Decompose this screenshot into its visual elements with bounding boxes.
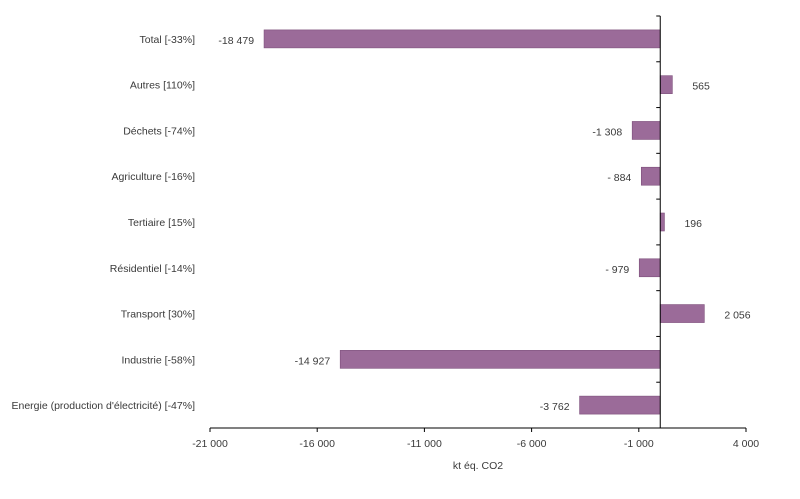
category-label: Total [-33%]: [140, 34, 196, 46]
x-axis-title: kt éq. CO2: [453, 460, 503, 472]
value-label: -1 308: [592, 126, 622, 138]
x-tick-label: 4 000: [733, 438, 759, 450]
bars-group: [263, 29, 705, 415]
value-label: -3 762: [540, 401, 570, 413]
bar: [579, 395, 661, 415]
category-label: Déchets [-74%]: [123, 125, 195, 137]
value-label: -18 479: [218, 35, 254, 47]
bar: [339, 350, 661, 369]
bar: [631, 121, 661, 140]
bar: [640, 166, 661, 186]
category-label: Tertiaire [15%]: [128, 217, 195, 229]
value-labels: -18 479 565 -1 308 - 884 196 - 979 2 056 -14 92…: [218, 35, 750, 413]
category-label: Industrie [-58%]: [121, 354, 195, 366]
category-label: Transport [30%]: [121, 309, 195, 321]
x-tick-label: -11 000: [407, 438, 442, 450]
bar: [638, 258, 661, 278]
value-label: 2 056: [724, 310, 750, 322]
value-label: - 979: [605, 264, 629, 276]
bar: [659, 304, 705, 323]
value-label: -14 927: [295, 355, 331, 367]
x-tick-label: -21 000: [192, 438, 228, 450]
zero-axis-ticks: [656, 15, 661, 429]
category-labels: Total [-33%] Autres [110%] Déchets [-74%] A…: [11, 34, 195, 412]
x-tick-labels: -21 000 -16 000 -11 000 -6 000 -1 000 4 000: [192, 438, 759, 450]
category-label: Autres [110%]: [130, 80, 195, 92]
bar: [263, 29, 661, 49]
x-tick-label: -6 000: [517, 438, 547, 450]
bar: [659, 75, 673, 94]
bar: [659, 212, 665, 232]
category-label: Energie (production d'électricité) [-47%…: [11, 400, 195, 412]
value-label: - 884: [607, 172, 631, 184]
category-label: Agriculture [-16%]: [112, 171, 196, 183]
category-label: Résidentiel [-14%]: [110, 263, 195, 275]
value-label: 565: [692, 81, 710, 93]
value-label: 196: [684, 218, 702, 230]
x-tick-label: -16 000: [299, 438, 335, 450]
x-tick-label: -1 000: [624, 438, 654, 450]
x-axis-ticks: [209, 428, 747, 432]
